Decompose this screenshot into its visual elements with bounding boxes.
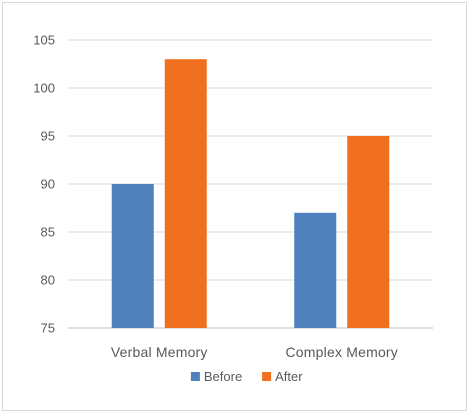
y-axis-tick-labels: 75 80 85 90 95 100 105 — [33, 33, 55, 336]
bar-chart: 75 80 85 90 95 100 105 Verbal Memory Complex Me… — [33, 33, 433, 384]
legend-label: Before — [204, 369, 242, 384]
x-axis-category-labels: Verbal Memory Complex Memory — [111, 344, 398, 360]
legend: Before After — [190, 369, 303, 384]
y-tick-label: 90 — [41, 177, 55, 192]
y-tick-label: 100 — [33, 81, 55, 96]
bar-after — [347, 136, 390, 328]
y-tick-label: 95 — [41, 129, 55, 144]
y-tick-label: 85 — [41, 225, 55, 240]
bar-before — [294, 212, 337, 328]
y-tick-label: 105 — [33, 33, 55, 48]
x-category-label: Verbal Memory — [111, 344, 208, 360]
chart-frame: 75 80 85 90 95 100 105 Verbal Memory Complex Me… — [2, 2, 467, 411]
legend-label: After — [275, 369, 303, 384]
bars — [111, 59, 390, 328]
y-tick-label: 75 — [41, 321, 55, 336]
bar-after — [164, 59, 207, 328]
y-tick-label: 80 — [41, 273, 55, 288]
legend-swatch — [190, 372, 200, 381]
bar-before — [111, 184, 154, 328]
legend-swatch — [262, 372, 272, 381]
x-category-label: Complex Memory — [286, 344, 399, 360]
